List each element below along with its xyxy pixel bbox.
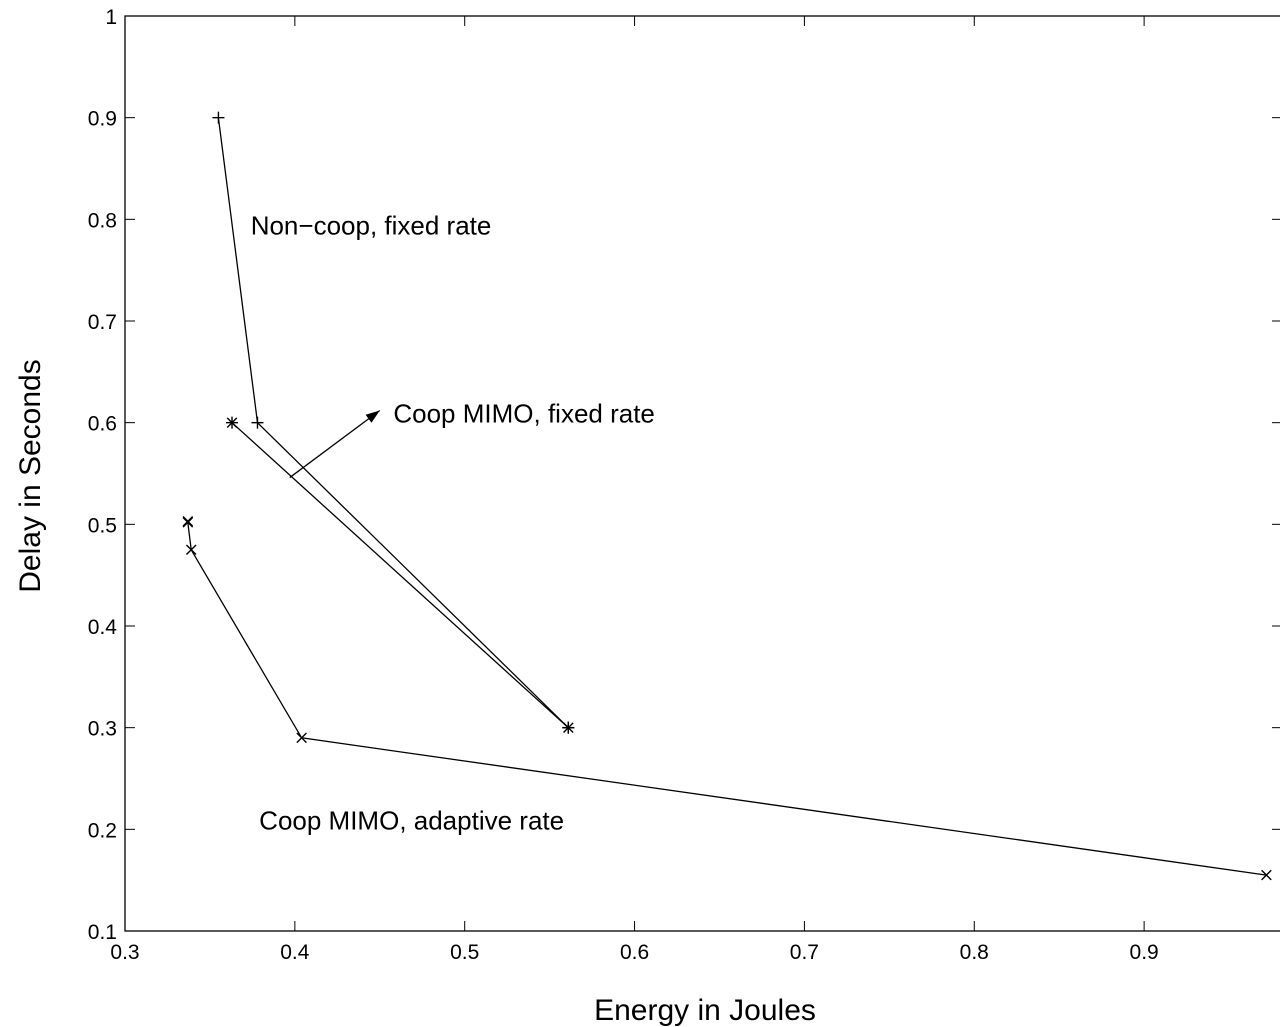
marker-stroke xyxy=(296,732,307,744)
data-point xyxy=(185,544,197,556)
marker-stroke xyxy=(1261,869,1272,881)
y-tick-label: 0.1 xyxy=(88,921,117,944)
y-tick-label: 0.5 xyxy=(88,514,117,537)
y-axis: 0.1 0.2 0.3 0.4 0.5 0.6 0.7 0.8 0.9 1 xyxy=(88,6,1280,944)
y-tick-label: 0.4 xyxy=(88,616,118,639)
series-1 xyxy=(226,416,575,734)
y-axis-title: Delay in Seconds xyxy=(14,359,47,592)
plot-frame xyxy=(124,15,1280,932)
annotation-label: Coop MIMO, fixed rate xyxy=(393,399,655,429)
arrow-line xyxy=(289,409,381,479)
y-tick-label: 0.9 xyxy=(88,108,117,131)
x-tick-label: 0.7 xyxy=(790,941,819,964)
data-point xyxy=(251,416,264,429)
data-point xyxy=(1261,869,1272,881)
data-point xyxy=(212,111,225,124)
plot-border xyxy=(124,15,1280,932)
y-tick-label: 0.7 xyxy=(88,311,117,334)
y-tick-label: 0.2 xyxy=(88,819,117,842)
y-tick-label: 0.8 xyxy=(88,209,117,232)
x-tick-label: 0.8 xyxy=(960,941,989,964)
x-tick-label: 0.4 xyxy=(280,941,310,964)
y-tick-label: 0.3 xyxy=(88,718,117,741)
annotation-label: Non−coop, fixed rate xyxy=(251,211,492,241)
data-point xyxy=(562,721,575,734)
x-tick-label: 0.5 xyxy=(450,941,479,964)
data-point xyxy=(296,732,307,744)
data-point xyxy=(182,515,194,527)
annotation-label: Coop MIMO, adaptive rate xyxy=(259,805,564,835)
y-tick-label: 1 xyxy=(105,6,117,29)
annotations: Non−coop, fixed rate Coop MIMO, fixed rat… xyxy=(251,211,655,836)
y-tick-label: 0.6 xyxy=(88,413,117,436)
data-point xyxy=(226,416,239,429)
marker-stroke xyxy=(226,417,238,428)
x-tick-label: 0.6 xyxy=(620,941,649,964)
series-2 xyxy=(182,515,1272,881)
series-line xyxy=(231,422,569,729)
marker-stroke xyxy=(182,517,194,528)
marker-stroke xyxy=(563,722,574,733)
series-layer xyxy=(182,111,1272,881)
marker-stroke xyxy=(182,515,194,527)
data-point xyxy=(182,517,194,528)
x-tick-label: 0.9 xyxy=(1130,941,1159,964)
x-axis: 0.3 0.4 0.5 0.6 0.7 0.8 0.9 xyxy=(110,16,1159,964)
arrow-head xyxy=(365,410,380,423)
marker-stroke xyxy=(185,544,197,556)
x-axis-title: Energy in Joules xyxy=(594,994,816,1027)
x-tick-label: 0.3 xyxy=(110,941,139,964)
